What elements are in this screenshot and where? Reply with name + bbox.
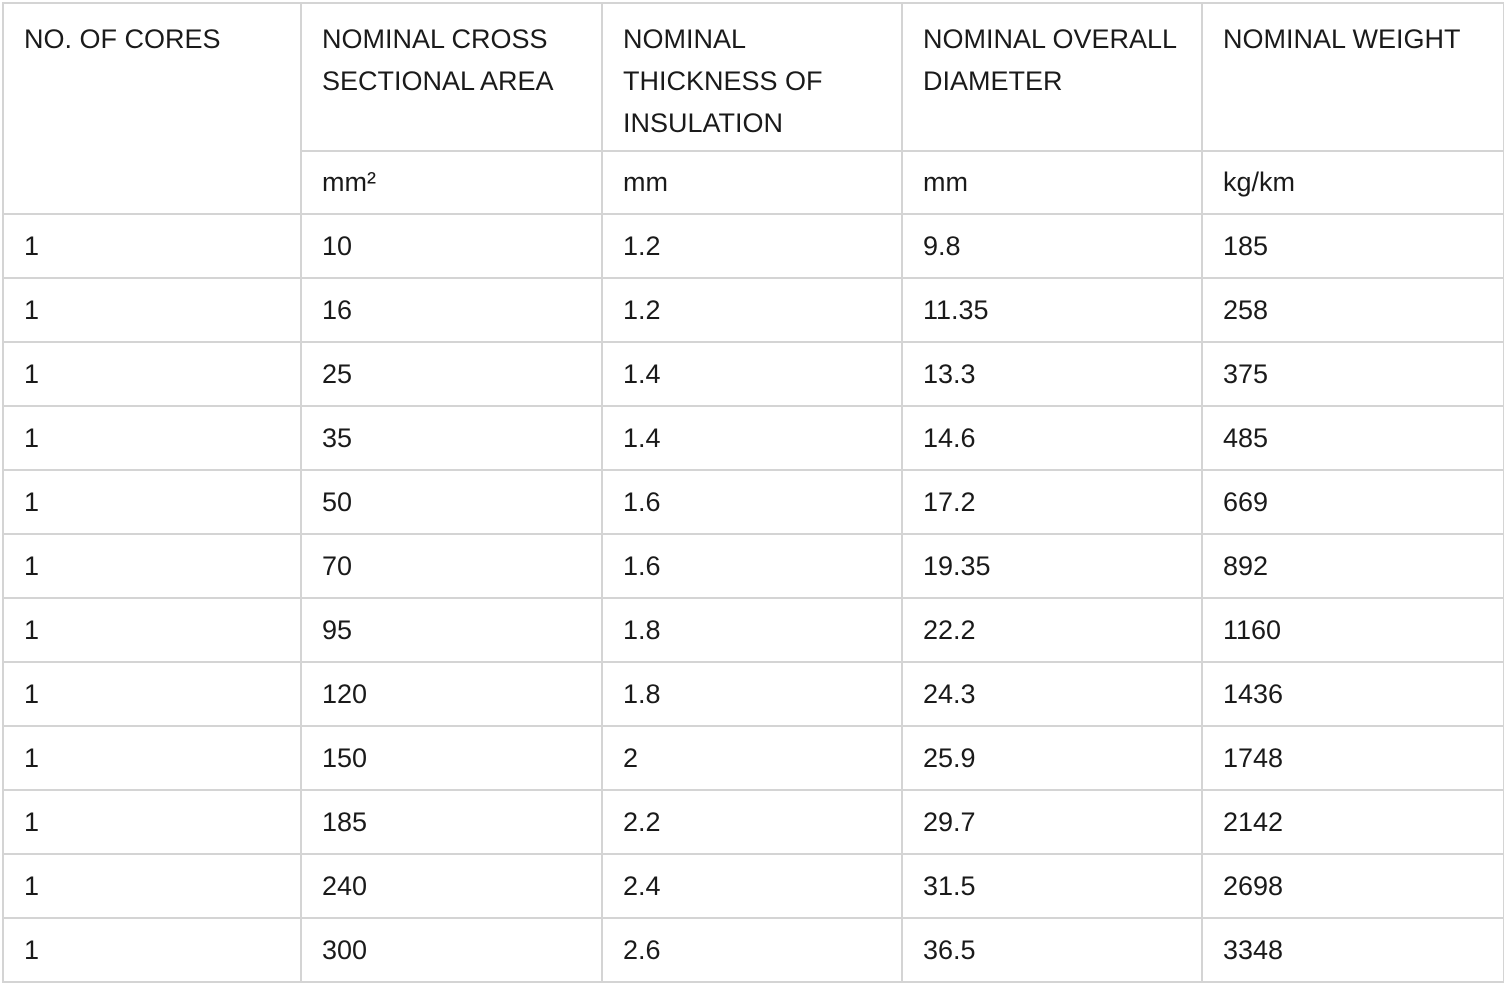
header-cell: NOMINAL CROSS SECTIONAL AREA bbox=[300, 2, 603, 152]
data-cell: 669 bbox=[1201, 469, 1504, 535]
data-cell: 892 bbox=[1201, 533, 1504, 599]
data-cell: 1 bbox=[2, 469, 302, 535]
data-cell: 17.2 bbox=[901, 469, 1203, 535]
data-row: 1 150 2 25.9 1748 bbox=[2, 725, 1504, 791]
data-cell: 2.4 bbox=[601, 853, 903, 919]
data-cell: 1.8 bbox=[601, 661, 903, 727]
data-row: 1 70 1.6 19.35 892 bbox=[2, 533, 1504, 599]
data-cell: 1 bbox=[2, 597, 302, 663]
data-cell: 1.4 bbox=[601, 405, 903, 471]
data-row: 1 120 1.8 24.3 1436 bbox=[2, 661, 1504, 727]
header-cell: NOMINAL THICKNESS OF INSULATION bbox=[601, 2, 903, 152]
data-cell: 29.7 bbox=[901, 789, 1203, 855]
data-cell: 1 bbox=[2, 725, 302, 791]
data-row: 1 10 1.2 9.8 185 bbox=[2, 213, 1504, 279]
data-cell: 2698 bbox=[1201, 853, 1504, 919]
data-cell: 22.2 bbox=[901, 597, 1203, 663]
data-cell: 24.3 bbox=[901, 661, 1203, 727]
data-cell: 1.2 bbox=[601, 213, 903, 279]
data-cell: 150 bbox=[300, 725, 603, 791]
data-cell: 25.9 bbox=[901, 725, 1203, 791]
data-cell: 2.6 bbox=[601, 917, 903, 983]
unit-cell: mm² bbox=[300, 150, 603, 215]
data-cell: 1 bbox=[2, 405, 302, 471]
data-cell: 36.5 bbox=[901, 917, 1203, 983]
data-cell: 1 bbox=[2, 213, 302, 279]
header-cell: NOMINAL OVERALL DIAMETER bbox=[901, 2, 1203, 152]
header-row: NO. OF CORES NOMINAL CROSS SECTIONAL AREA… bbox=[2, 2, 1504, 215]
data-cell: 1 bbox=[2, 661, 302, 727]
data-cell: 11.35 bbox=[901, 277, 1203, 343]
data-cell: 95 bbox=[300, 597, 603, 663]
header-cell: NO. OF CORES bbox=[2, 2, 302, 215]
data-cell: 16 bbox=[300, 277, 603, 343]
unit-cell: kg/km bbox=[1201, 150, 1504, 215]
data-cell: 375 bbox=[1201, 341, 1504, 407]
data-cell: 2 bbox=[601, 725, 903, 791]
data-cell: 185 bbox=[300, 789, 603, 855]
data-cell: 120 bbox=[300, 661, 603, 727]
data-row: 1 35 1.4 14.6 485 bbox=[2, 405, 1504, 471]
header-cell: NOMINAL WEIGHT bbox=[1201, 2, 1504, 152]
data-cell: 13.3 bbox=[901, 341, 1203, 407]
data-cell: 1 bbox=[2, 789, 302, 855]
data-cell: 1 bbox=[2, 533, 302, 599]
data-row: 1 240 2.4 31.5 2698 bbox=[2, 853, 1504, 919]
data-cell: 258 bbox=[1201, 277, 1504, 343]
data-cell: 240 bbox=[300, 853, 603, 919]
data-cell: 70 bbox=[300, 533, 603, 599]
data-cell: 1.8 bbox=[601, 597, 903, 663]
data-cell: 2.2 bbox=[601, 789, 903, 855]
data-cell: 1160 bbox=[1201, 597, 1504, 663]
data-cell: 1.6 bbox=[601, 469, 903, 535]
unit-cell: mm bbox=[901, 150, 1203, 215]
data-cell: 14.6 bbox=[901, 405, 1203, 471]
data-cell: 25 bbox=[300, 341, 603, 407]
data-cell: 1.4 bbox=[601, 341, 903, 407]
data-row: 1 25 1.4 13.3 375 bbox=[2, 341, 1504, 407]
data-cell: 1 bbox=[2, 277, 302, 343]
data-cell: 1.2 bbox=[601, 277, 903, 343]
data-cell: 1 bbox=[2, 853, 302, 919]
data-cell: 10 bbox=[300, 213, 603, 279]
data-cell: 300 bbox=[300, 917, 603, 983]
data-row: 1 50 1.6 17.2 669 bbox=[2, 469, 1504, 535]
data-cell: 35 bbox=[300, 405, 603, 471]
data-cell: 50 bbox=[300, 469, 603, 535]
data-cell: 1436 bbox=[1201, 661, 1504, 727]
data-cell: 19.35 bbox=[901, 533, 1203, 599]
data-cell: 185 bbox=[1201, 213, 1504, 279]
unit-cell: mm bbox=[601, 150, 903, 215]
data-cell: 31.5 bbox=[901, 853, 1203, 919]
data-row: 1 185 2.2 29.7 2142 bbox=[2, 789, 1504, 855]
data-cell: 3348 bbox=[1201, 917, 1504, 983]
data-row: 1 16 1.2 11.35 258 bbox=[2, 277, 1504, 343]
data-cell: 1 bbox=[2, 341, 302, 407]
data-cell: 1.6 bbox=[601, 533, 903, 599]
data-cell: 1 bbox=[2, 917, 302, 983]
data-cell: 9.8 bbox=[901, 213, 1203, 279]
data-cell: 2142 bbox=[1201, 789, 1504, 855]
data-cell: 1748 bbox=[1201, 725, 1504, 791]
data-cell: 485 bbox=[1201, 405, 1504, 471]
data-row: 1 95 1.8 22.2 1160 bbox=[2, 597, 1504, 663]
data-row: 1 300 2.6 36.5 3348 bbox=[2, 917, 1504, 983]
units-row: mm² mm mm kg/km bbox=[3, 150, 1504, 215]
